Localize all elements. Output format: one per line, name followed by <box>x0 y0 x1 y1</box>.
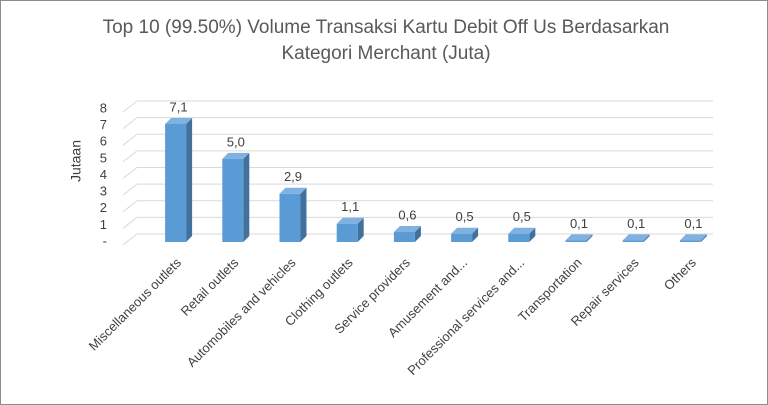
grid-line <box>122 183 713 196</box>
grid-line <box>122 100 713 113</box>
value-label: 0,1 <box>570 216 588 231</box>
bar-top <box>679 234 707 241</box>
bar-side <box>643 234 650 242</box>
grid-line <box>122 150 713 163</box>
y-tick-label: 2 <box>100 200 107 215</box>
bar <box>565 240 587 242</box>
bar-top <box>336 217 364 224</box>
grid-line <box>122 117 713 130</box>
y-tick-label: 7 <box>100 117 107 132</box>
chart-title: Top 10 (99.50%) Volume Transaksi Kartu D… <box>102 17 670 64</box>
y-tick-label: 3 <box>100 184 107 199</box>
x-tick-label: Retail outlets <box>178 255 242 319</box>
bar-top <box>451 227 479 234</box>
grid-line <box>122 216 713 229</box>
grid-line <box>122 167 713 179</box>
value-label: 5,0 <box>227 134 245 149</box>
y-tick-label: - <box>103 233 107 248</box>
y-tick-label: 1 <box>100 217 107 232</box>
grid-line <box>122 200 713 213</box>
value-label: 0,5 <box>456 209 474 224</box>
bar <box>222 158 244 242</box>
bar-top <box>222 152 250 159</box>
bar <box>336 223 358 242</box>
bar-top <box>279 187 307 194</box>
bar-top <box>393 226 421 233</box>
bar-top <box>165 117 193 124</box>
value-label: 0,1 <box>684 216 702 231</box>
bar-top <box>508 227 536 234</box>
y-tick-label: 6 <box>100 134 107 149</box>
value-label: 1,1 <box>341 199 359 214</box>
bar-side <box>700 234 707 242</box>
bar-side <box>243 152 250 242</box>
bar-side <box>357 217 364 242</box>
x-tick-label: Others <box>661 255 700 294</box>
bar-side <box>586 234 593 242</box>
bar <box>679 240 701 242</box>
bar <box>279 193 301 242</box>
value-label: 0,5 <box>513 209 531 224</box>
bar-top <box>622 234 650 241</box>
y-tick-label: 5 <box>100 150 107 165</box>
bar-side <box>300 187 307 242</box>
bar <box>622 240 644 242</box>
value-label: 0,1 <box>627 216 645 231</box>
bar-side <box>472 227 479 242</box>
bar-side <box>414 226 421 242</box>
grid-line <box>122 133 713 146</box>
bar <box>393 232 415 242</box>
value-label: 0,6 <box>398 207 416 222</box>
bar-side <box>186 117 193 242</box>
x-tick-label: Automobiles and vehicles <box>184 255 299 370</box>
value-label: 7,1 <box>170 99 188 114</box>
bar <box>165 123 187 242</box>
y-tick-label: 4 <box>100 167 107 182</box>
bar-top <box>565 234 593 241</box>
bar <box>508 233 530 242</box>
bar-side <box>529 227 536 242</box>
y-axis-title: Jutaan <box>68 140 84 182</box>
bar <box>451 233 473 242</box>
x-tick-label: Miscellaneous outlets <box>86 255 185 354</box>
value-label: 2,9 <box>284 169 302 184</box>
y-tick-label: 8 <box>100 100 107 115</box>
x-tick-label: Professional services and... <box>404 255 527 378</box>
